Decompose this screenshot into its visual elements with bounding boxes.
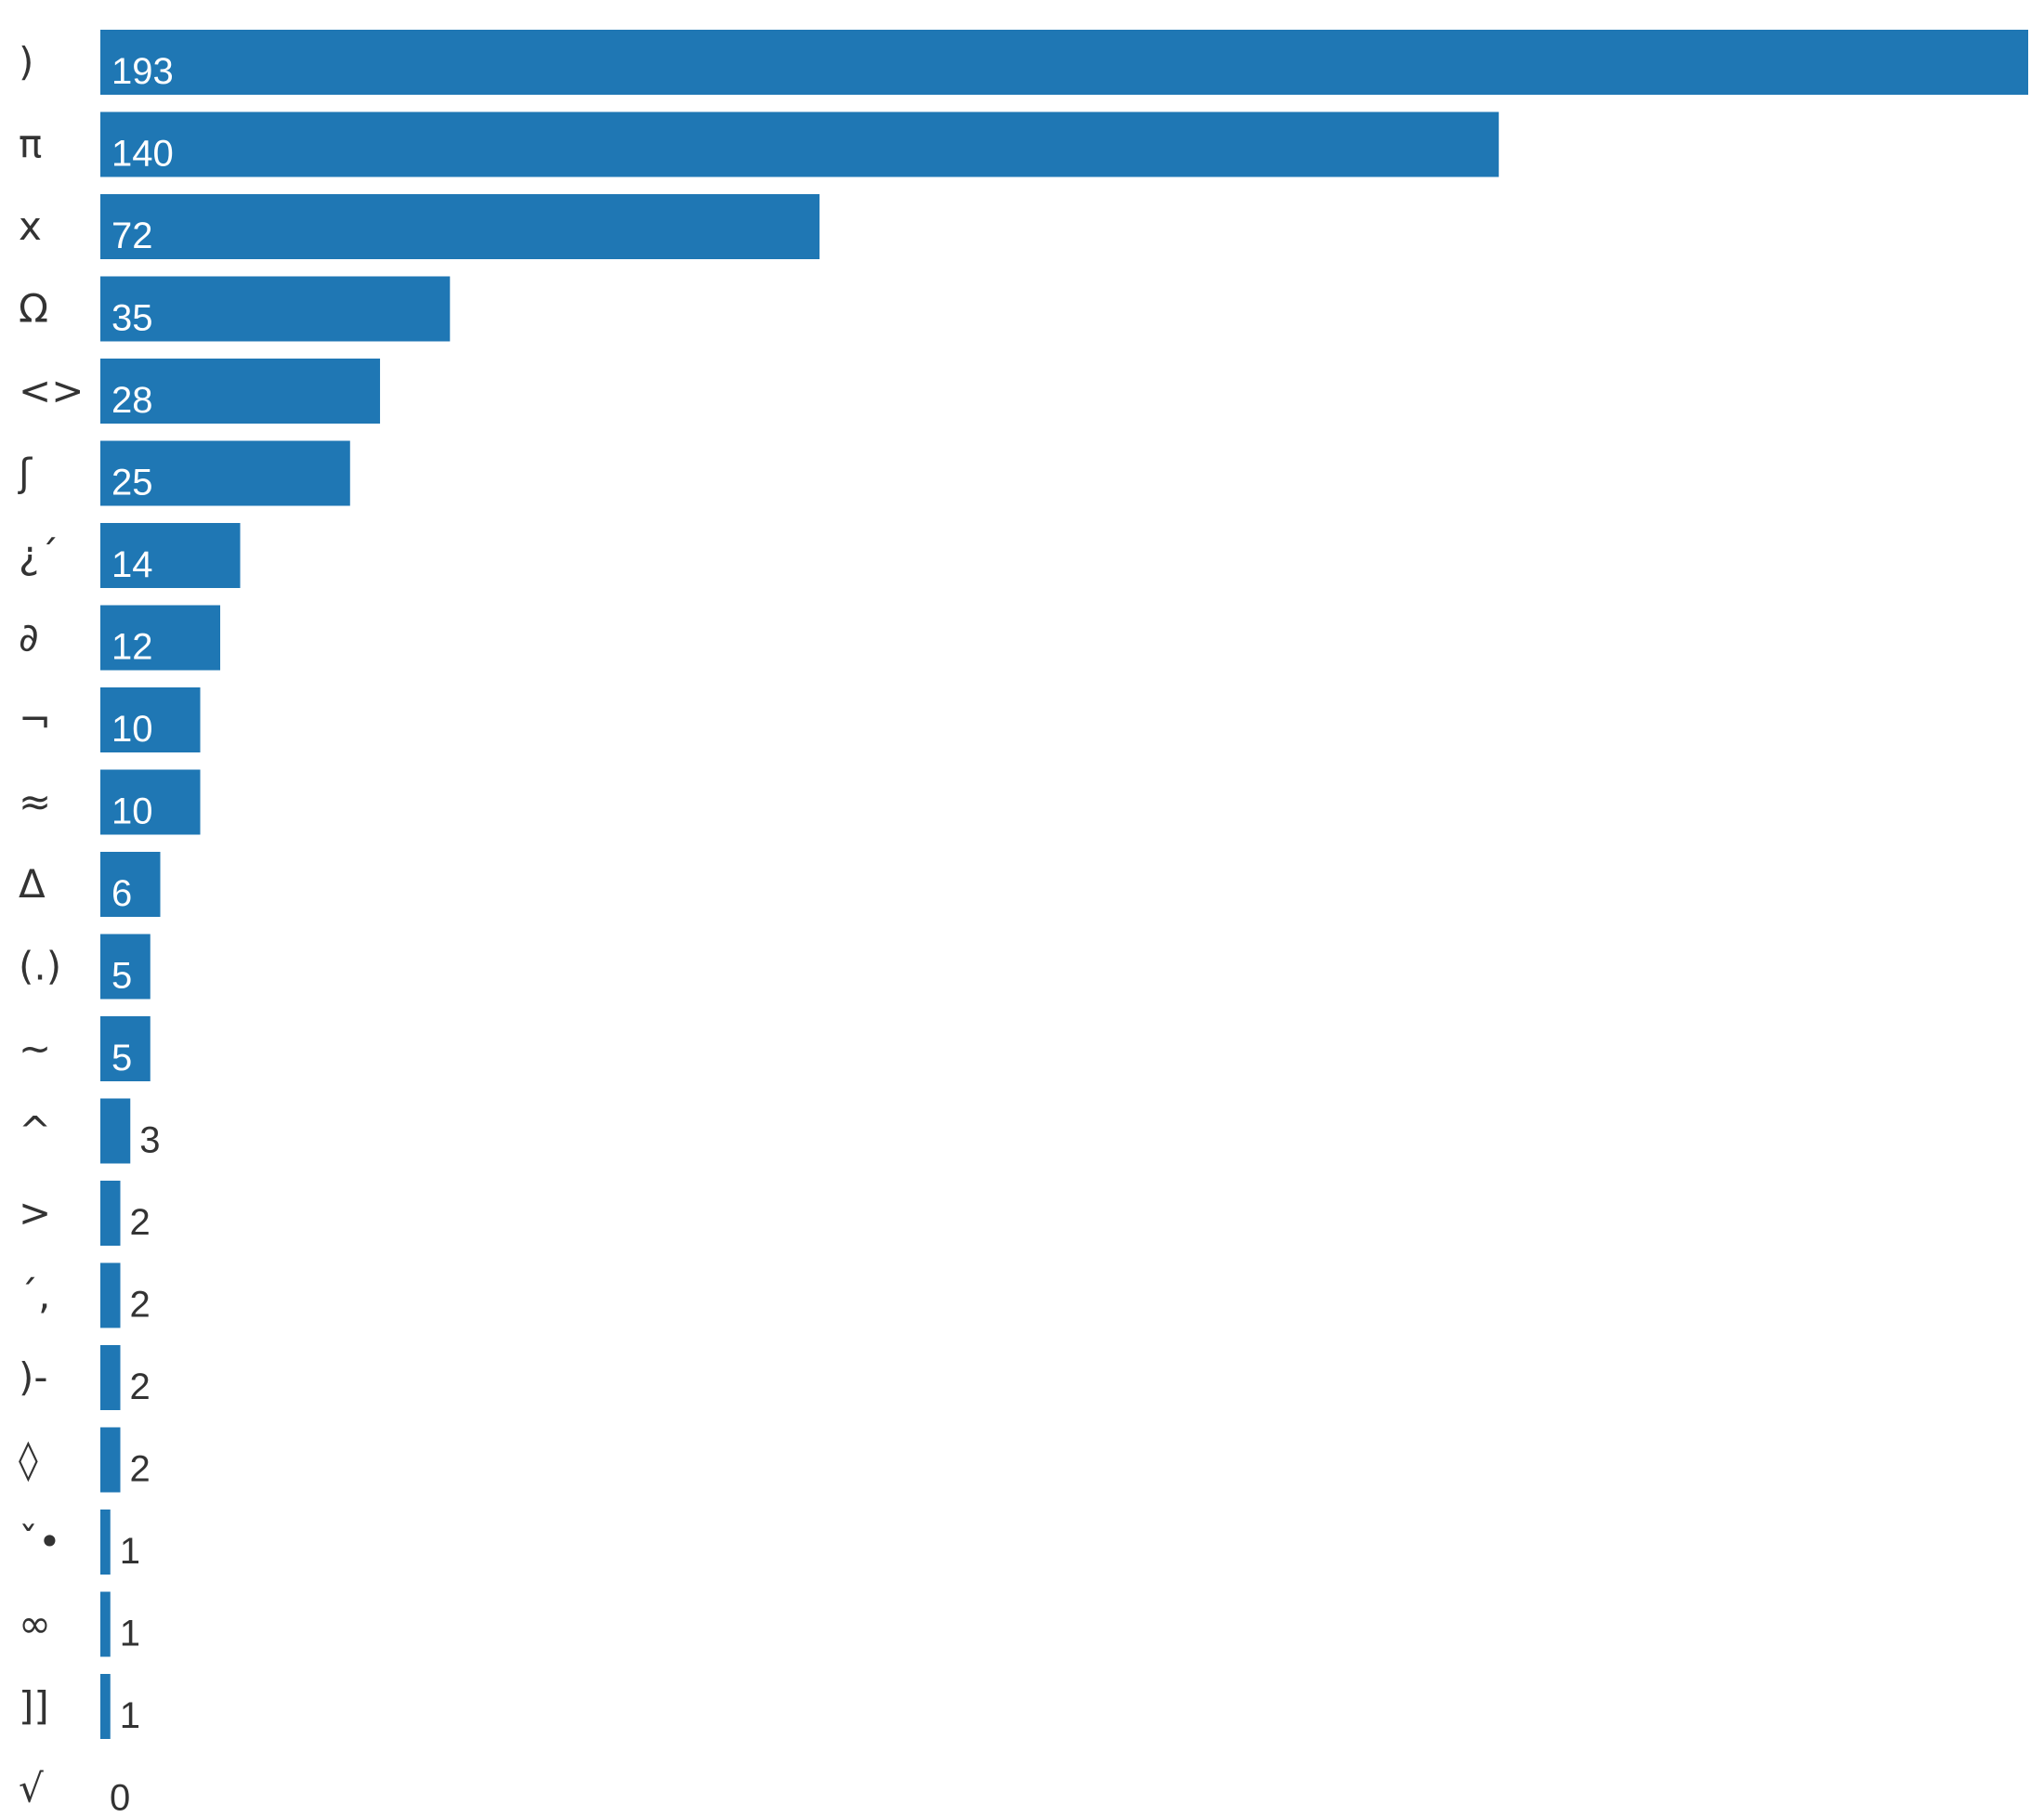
- category-label-1: π: [19, 122, 42, 167]
- bar-8: [100, 687, 201, 752]
- category-label-10: Δ: [19, 861, 46, 907]
- value-label-10: 6: [111, 873, 132, 914]
- value-label-13: 3: [139, 1120, 160, 1161]
- category-label-16: )-: [19, 1354, 48, 1400]
- value-label-21: 0: [110, 1778, 130, 1817]
- bar-6: [100, 523, 241, 588]
- bar-7: [100, 605, 221, 671]
- category-label-17: ◊: [19, 1437, 38, 1483]
- category-labels: ) πxΩ <> ʃ ¿´ ∂ ¬ ≈ Δ (.) ~ ^ > ´, )- ◊ ˇ• ∞]] √: [18, 39, 84, 1811]
- bar-13: [100, 1098, 131, 1164]
- value-label-2: 72: [111, 216, 153, 256]
- category-label-6: ¿´: [19, 532, 59, 578]
- value-label-1: 140: [111, 134, 174, 175]
- category-label-0: ): [19, 39, 33, 85]
- value-label-4: 28: [111, 380, 153, 421]
- value-label-19: 1: [120, 1614, 140, 1654]
- value-label-6: 14: [111, 544, 153, 585]
- bar-20: [100, 1674, 111, 1739]
- bars: [100, 30, 2028, 1739]
- bar-14: [100, 1181, 121, 1246]
- bar-1: [100, 111, 1500, 177]
- value-label-11: 5: [111, 956, 132, 997]
- category-label-8: ¬: [19, 697, 51, 742]
- bar-10: [100, 852, 161, 917]
- value-label-5: 25: [111, 463, 153, 503]
- bar-19: [100, 1591, 111, 1657]
- value-label-3: 35: [111, 298, 153, 339]
- category-label-21: √: [19, 1766, 44, 1811]
- value-label-8: 10: [111, 709, 153, 750]
- category-label-13: ^: [19, 1108, 51, 1154]
- bar-5: [100, 440, 350, 506]
- bar-4: [100, 359, 381, 424]
- value-label-18: 1: [120, 1531, 140, 1572]
- bar-12: [100, 1016, 151, 1081]
- category-label-20: ]]: [19, 1683, 49, 1729]
- bar-18: [100, 1510, 111, 1575]
- category-label-3: Ω: [19, 286, 48, 332]
- category-label-5: ʃ: [18, 451, 33, 496]
- bar-17: [100, 1427, 121, 1493]
- category-label-2: x: [19, 203, 42, 249]
- category-label-14: >: [19, 1190, 51, 1235]
- category-label-15: ´,: [19, 1273, 50, 1318]
- category-label-12: ~: [19, 1026, 51, 1071]
- value-label-17: 2: [130, 1449, 151, 1490]
- value-label-16: 2: [130, 1366, 151, 1407]
- bar-3: [100, 276, 451, 342]
- bar-15: [100, 1262, 121, 1328]
- bar-0: [100, 30, 2028, 95]
- bar-2: [100, 194, 820, 259]
- category-label-9: ≈: [19, 779, 51, 825]
- value-label-20: 1: [120, 1695, 140, 1736]
- value-label-12: 5: [111, 1038, 132, 1078]
- value-label-9: 10: [111, 791, 153, 832]
- category-label-7: ∂: [19, 615, 39, 660]
- category-label-18: ˇ•: [19, 1519, 61, 1564]
- value-label-0: 193: [111, 51, 174, 92]
- bar-16: [100, 1345, 121, 1410]
- category-label-11: (.): [19, 944, 61, 989]
- value-label-14: 2: [130, 1202, 151, 1243]
- bar-11: [100, 934, 151, 1000]
- category-label-19: ∞: [19, 1601, 51, 1647]
- value-label-15: 2: [130, 1285, 151, 1326]
- bar-9: [100, 769, 201, 835]
- value-label-7: 12: [111, 627, 153, 668]
- category-label-4: <>: [19, 368, 84, 413]
